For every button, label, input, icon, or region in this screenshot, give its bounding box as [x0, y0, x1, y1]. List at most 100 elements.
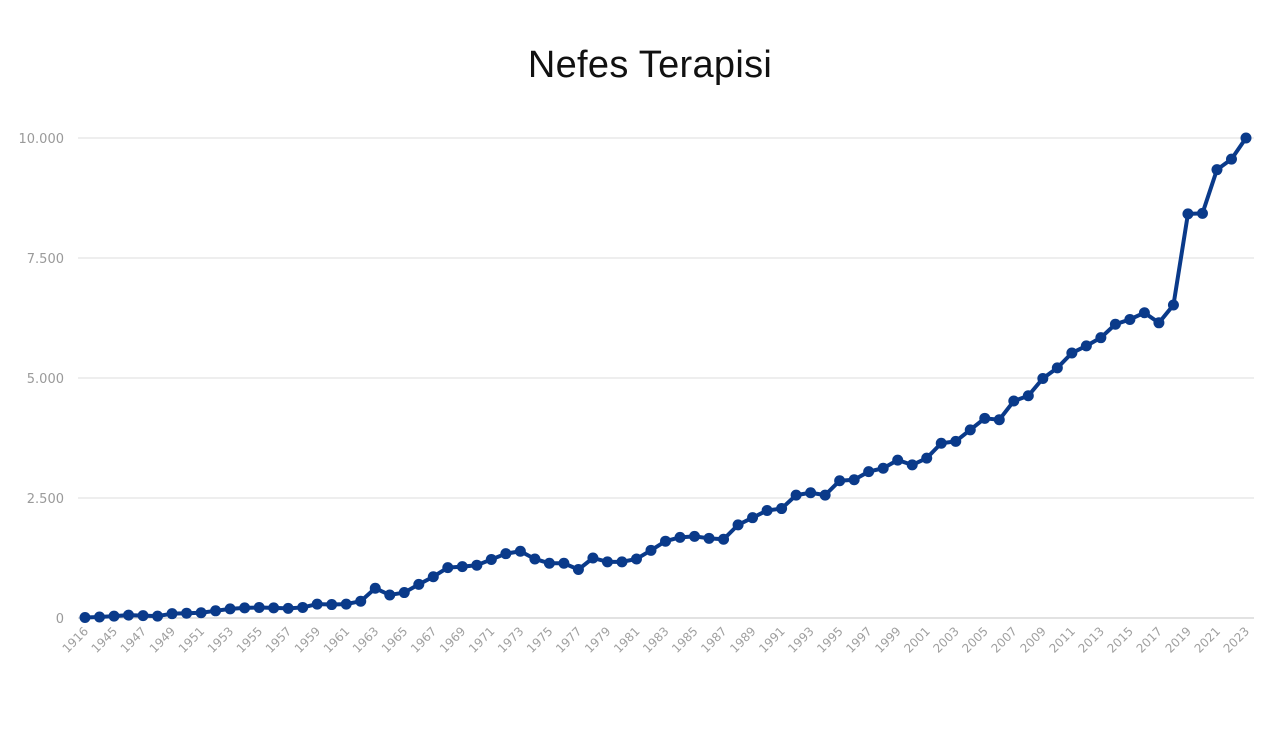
data-point[interactable] — [935, 437, 947, 449]
data-point[interactable] — [892, 454, 904, 466]
data-point[interactable] — [1240, 132, 1252, 144]
data-point[interactable] — [471, 559, 483, 571]
x-tick-label: 2009 — [1017, 624, 1048, 655]
data-point[interactable] — [964, 424, 976, 436]
data-point[interactable] — [1051, 362, 1063, 374]
data-point[interactable] — [1022, 390, 1034, 402]
data-point[interactable] — [297, 601, 309, 613]
data-point[interactable] — [834, 475, 846, 487]
y-tick-label: 0 — [56, 612, 64, 627]
data-point[interactable] — [1138, 307, 1150, 319]
x-tick-label: 2005 — [959, 624, 990, 655]
data-point[interactable] — [224, 603, 236, 615]
data-point[interactable] — [906, 459, 918, 471]
data-point[interactable] — [94, 611, 106, 623]
data-point[interactable] — [181, 607, 193, 619]
data-point[interactable] — [1124, 313, 1136, 325]
series — [79, 132, 1252, 624]
data-point[interactable] — [1167, 299, 1179, 311]
x-tick-label: 1993 — [785, 624, 816, 655]
data-point[interactable] — [340, 598, 352, 610]
data-point[interactable] — [761, 504, 773, 516]
data-point[interactable] — [776, 503, 788, 515]
data-point[interactable] — [1153, 317, 1165, 329]
data-point[interactable] — [805, 487, 817, 499]
data-point[interactable] — [1008, 395, 1020, 407]
data-point[interactable] — [921, 452, 933, 464]
data-point[interactable] — [166, 608, 178, 620]
data-point[interactable] — [195, 607, 207, 619]
data-point[interactable] — [79, 612, 91, 624]
data-point[interactable] — [152, 610, 164, 622]
data-point[interactable] — [732, 519, 744, 531]
data-point[interactable] — [456, 561, 468, 573]
data-point[interactable] — [427, 571, 439, 583]
data-point[interactable] — [558, 557, 570, 569]
data-point[interactable] — [239, 602, 251, 614]
x-tick-label: 1981 — [611, 624, 642, 655]
data-point[interactable] — [1037, 372, 1049, 384]
data-point[interactable] — [718, 533, 730, 545]
data-point[interactable] — [500, 548, 512, 560]
x-tick-label: 2007 — [988, 624, 1019, 655]
x-tick-label: 1955 — [234, 624, 265, 655]
data-point[interactable] — [384, 589, 396, 601]
data-point[interactable] — [950, 435, 962, 447]
data-point[interactable] — [108, 610, 120, 622]
data-point[interactable] — [993, 414, 1005, 426]
data-point[interactable] — [848, 474, 860, 486]
data-point[interactable] — [210, 605, 222, 617]
data-point[interactable] — [398, 587, 410, 599]
data-point[interactable] — [790, 489, 802, 501]
data-point[interactable] — [1066, 347, 1078, 359]
data-point[interactable] — [1211, 164, 1223, 176]
x-tick-label: 1947 — [118, 624, 149, 655]
data-point[interactable] — [282, 602, 294, 614]
data-point[interactable] — [369, 582, 381, 594]
data-point[interactable] — [514, 545, 526, 557]
data-point[interactable] — [660, 535, 671, 547]
data-point[interactable] — [877, 462, 889, 474]
data-point[interactable] — [442, 562, 454, 574]
x-tick-label: 1951 — [176, 624, 207, 655]
data-point[interactable] — [689, 530, 701, 542]
data-point[interactable] — [863, 466, 875, 478]
x-tick-label: 1975 — [524, 624, 555, 655]
data-point[interactable] — [587, 552, 599, 564]
data-point[interactable] — [1225, 153, 1237, 165]
x-tick-label: 1965 — [379, 624, 410, 655]
y-axis-ticks: 0 2.500 5.000 7.500 10.000 — [19, 132, 65, 627]
data-point[interactable] — [630, 553, 642, 565]
data-point[interactable] — [355, 595, 367, 607]
data-point[interactable] — [674, 531, 686, 543]
data-point[interactable] — [1095, 332, 1107, 344]
data-point[interactable] — [616, 556, 628, 568]
data-point[interactable] — [703, 532, 715, 544]
data-point[interactable] — [819, 489, 831, 501]
y-tick-label: 2.500 — [27, 492, 64, 507]
x-tick-label: 1967 — [408, 624, 439, 655]
data-point[interactable] — [1182, 208, 1194, 220]
x-axis-ticks: 1916194519471949195119531955195719591961… — [60, 624, 1252, 655]
data-point[interactable] — [529, 553, 541, 565]
data-point[interactable] — [979, 412, 991, 424]
data-point[interactable] — [1109, 318, 1121, 330]
data-point[interactable] — [601, 556, 613, 568]
data-point[interactable] — [326, 599, 338, 611]
data-point[interactable] — [137, 610, 149, 622]
data-point[interactable] — [1080, 340, 1092, 352]
data-point[interactable] — [572, 564, 584, 576]
x-tick-label: 1985 — [669, 624, 700, 655]
data-point[interactable] — [747, 512, 759, 524]
data-point[interactable] — [485, 553, 497, 565]
data-point[interactable] — [645, 544, 657, 556]
data-point[interactable] — [253, 601, 265, 613]
data-point[interactable] — [123, 609, 135, 621]
data-point[interactable] — [413, 578, 425, 590]
data-point[interactable] — [543, 557, 555, 569]
chart-title: Nefes Terapisi — [527, 44, 773, 86]
data-point[interactable] — [311, 598, 323, 610]
data-point[interactable] — [268, 602, 280, 614]
data-point[interactable] — [1196, 207, 1208, 219]
